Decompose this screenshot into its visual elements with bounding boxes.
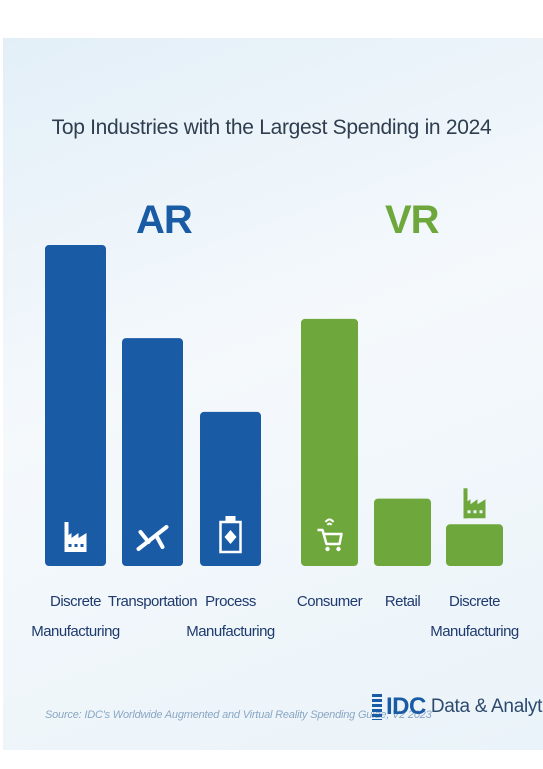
vr-group-label: VR	[385, 198, 440, 242]
vr-bar-3	[446, 524, 503, 566]
idc-logo-tagline: Data & Analytics	[430, 696, 543, 717]
category-label-line: Discrete	[49, 593, 102, 610]
idc-logo-mark	[372, 694, 382, 720]
factory-icon	[64, 522, 87, 552]
ar-bar-1	[45, 245, 106, 566]
ar-category-label-1: Discrete Manufacturing	[26, 587, 126, 647]
ar-bar-3	[200, 411, 261, 566]
category-label-line: Transportation	[107, 593, 198, 610]
idc-logo: IDC Data & Analytics	[372, 691, 543, 723]
category-label-line: Process	[205, 593, 256, 610]
shopping-bag-icon	[395, 514, 410, 542]
bottom-margin	[0, 750, 543, 769]
category-label-line: Retail	[384, 593, 421, 610]
source-note: Source: IDC's Worldwide Augmented and Vi…	[45, 709, 432, 721]
category-label-line: Manufacturing	[430, 623, 519, 640]
ar-category-label-2: Transportation	[103, 587, 203, 617]
category-label-line: Consumer	[296, 593, 363, 610]
vr-category-label-2: Retail	[353, 587, 453, 617]
ar-category-label-3: Process Manufacturing	[181, 587, 281, 647]
category-label-line: Manufacturing	[186, 623, 275, 640]
chart-title: Top Industries with the Largest Spending…	[51, 116, 492, 139]
shopping-cart-icon	[317, 518, 343, 552]
idc-logo-name: IDC	[386, 693, 426, 720]
category-label-line: Manufacturing	[31, 623, 120, 640]
ar-group-label: AR	[136, 198, 193, 242]
airplane-icon	[136, 525, 169, 551]
ar-bar-2	[122, 338, 183, 566]
vr-category-label-3: Discrete Manufacturing	[425, 587, 525, 647]
factory-icon	[463, 488, 486, 519]
vr-category-label-1: Consumer	[280, 587, 380, 617]
category-label-line: Discrete	[448, 593, 501, 610]
bottle-icon	[219, 516, 242, 554]
vr-bar-1	[301, 318, 358, 566]
